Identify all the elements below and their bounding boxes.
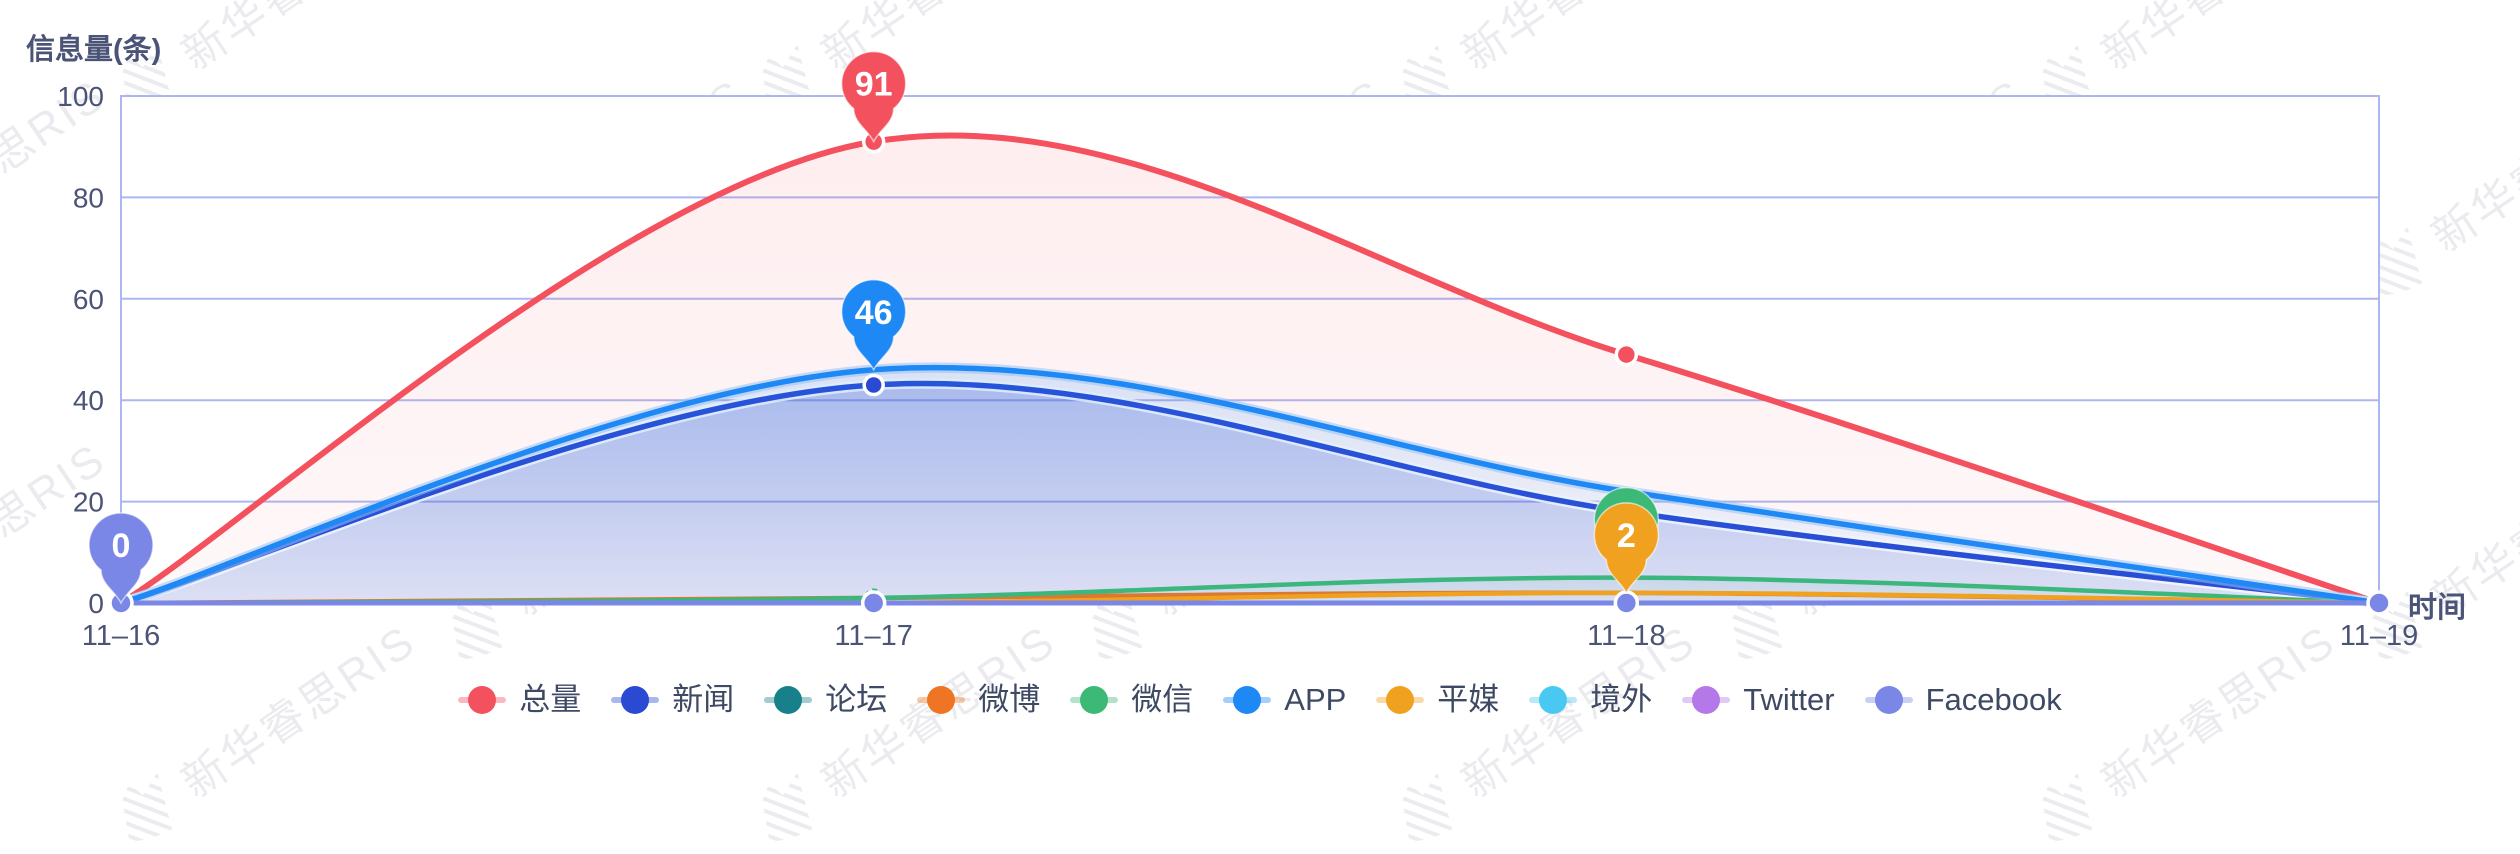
legend-label: 微博: [978, 682, 1041, 717]
legend-label: 新闻: [672, 682, 735, 717]
pin-marker-total: 91: [840, 50, 907, 144]
legend-label: Facebook: [1925, 682, 2062, 717]
legend-marker-icon: [1223, 685, 1272, 715]
legend-label: 论坛: [825, 682, 888, 717]
watermark-logo-icon: [2022, 767, 2108, 853]
legend-item-wechat[interactable]: 微信: [1070, 684, 1193, 715]
legend-marker-icon: [611, 685, 660, 715]
point-marker-facebook-2: [1613, 590, 1640, 616]
legend-item-app[interactable]: APP: [1223, 684, 1346, 715]
y-tick-40: 40: [73, 385, 104, 416]
x-tick-3: 11–19: [2340, 620, 2419, 652]
legend-marker-icon: [764, 685, 813, 715]
y-tick-80: 80: [73, 182, 104, 213]
watermark-logo-icon: [742, 767, 828, 853]
legend-item-facebook[interactable]: Facebook: [1864, 682, 2062, 717]
legend-label: 微信: [1131, 682, 1194, 717]
legend-marker-icon: [1070, 685, 1119, 715]
legend-marker-icon: [1529, 685, 1578, 715]
pin-value-facebook: 0: [112, 527, 131, 565]
legend-item-news[interactable]: 新闻: [611, 684, 734, 715]
pin-marker-app: 46: [840, 279, 907, 372]
legend: 总量 新闻 论坛 微博 微信 APP 平媒 境外 Twitter Facebook: [0, 684, 2520, 715]
pin-value-total: 91: [855, 66, 893, 104]
pin-value-print-media: 2: [1617, 517, 1636, 555]
pin-value-app: 46: [855, 294, 893, 332]
x-tick-1: 11–17: [834, 620, 913, 652]
watermark-logo-icon: [102, 767, 188, 853]
pin-marker-print-media: 2: [1593, 502, 1660, 595]
legend-label: APP: [1284, 682, 1347, 717]
y-tick-0: 0: [88, 588, 104, 619]
legend-label: Twitter: [1743, 682, 1835, 717]
point-marker-facebook-3: [2366, 590, 2392, 616]
x-tick-2: 11–18: [1587, 620, 1666, 652]
point-marker-news-1: [862, 373, 885, 397]
y-axis-title: 信息量(条): [26, 34, 162, 66]
legend-label: 平媒: [1437, 682, 1500, 717]
legend-marker-icon: [1376, 685, 1425, 715]
series-area-app: [121, 367, 2379, 603]
legend-item-print-media[interactable]: 平媒: [1376, 684, 1499, 715]
x-axis-title: 时间: [2408, 592, 2467, 624]
legend-item-total[interactable]: 总量: [458, 684, 581, 715]
legend-marker-icon: [1682, 685, 1731, 715]
legend-label: 境外: [1590, 682, 1653, 717]
watermark-logo-icon: [1382, 767, 1468, 853]
legend-marker-icon: [1864, 685, 1913, 715]
legend-item-twitter[interactable]: Twitter: [1682, 682, 1835, 717]
y-tick-100: 100: [57, 81, 104, 112]
point-marker-total-2: [1614, 342, 1639, 367]
y-tick-20: 20: [73, 487, 104, 518]
legend-label: 总量: [519, 682, 582, 717]
legend-item-weibo[interactable]: 微博: [917, 684, 1040, 715]
chart-panel: 新华睿思RIS 新华睿思RIS 新华睿思RIS 新华睿思RIS 新华睿思RIS 新华睿思R…: [0, 0, 2520, 800]
legend-marker-icon: [917, 685, 966, 715]
y-tick-60: 60: [73, 284, 104, 315]
series-line-total: [118, 132, 2382, 606]
series-line-app: [118, 364, 2382, 606]
x-tick-0: 11–16: [82, 620, 161, 652]
legend-item-forum[interactable]: 论坛: [764, 684, 887, 715]
point-marker-facebook-1: [860, 590, 887, 616]
trend-line-chart: 0 2 91 46 0 20 40 60 80 100 11–16 11–17 11–18 11–19: [57, 50, 2419, 652]
pin-marker-facebook: 0: [88, 512, 154, 605]
legend-marker-icon: [458, 685, 507, 715]
legend-item-overseas[interactable]: 境外: [1529, 684, 1652, 715]
